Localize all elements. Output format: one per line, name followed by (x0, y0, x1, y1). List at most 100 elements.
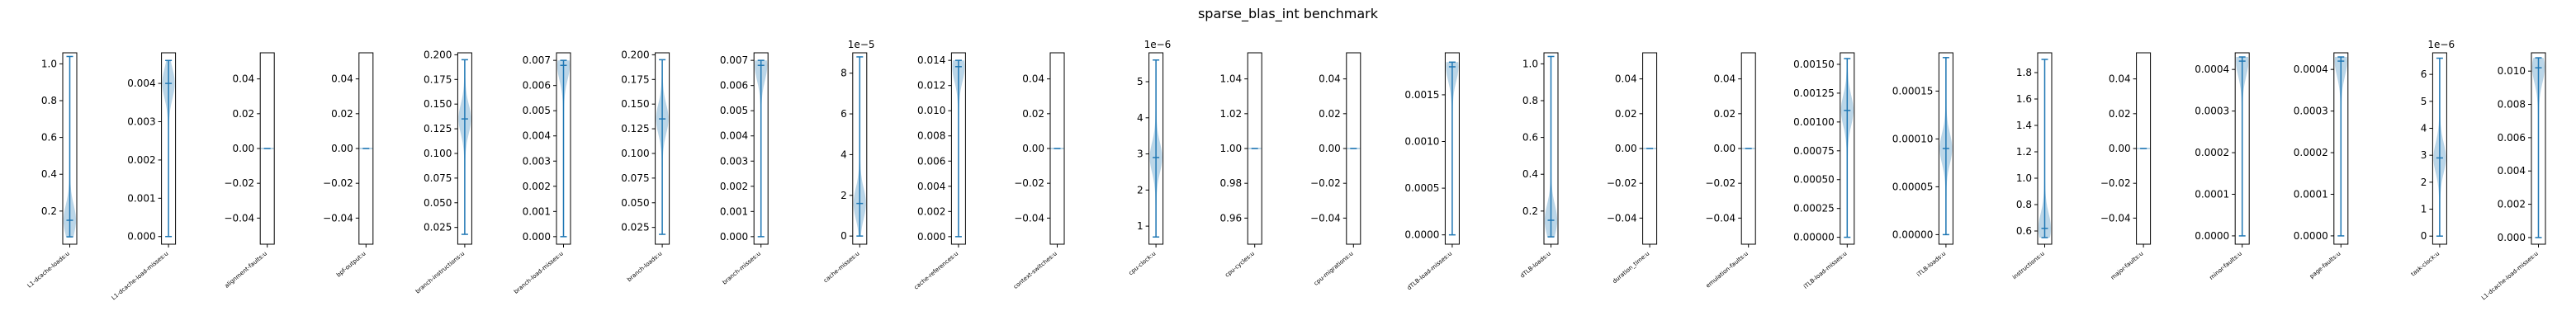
xtick-label: bpf-output:u (335, 250, 367, 278)
ytick-label: 0.001 (523, 205, 551, 217)
ytick-label: 5 (2421, 96, 2427, 107)
xtick-label: dTLB-loads:u (1519, 250, 1552, 279)
ytick-label: 0.04 (1319, 73, 1341, 85)
ytick-label: −0.02 (323, 177, 353, 189)
ytick-label: 1.4 (2016, 120, 2032, 131)
subplot-3: −0.04 −0.02 0.00 0.02 0.04 alignment-faults:u (224, 52, 275, 290)
ytick-label: 0.00100 (1793, 116, 1835, 128)
ytick-label: 0.075 (621, 172, 649, 184)
figure-title: sparse_blas_int benchmark (1198, 6, 1379, 22)
xtick-label: L1-dcache-loads:u (26, 250, 71, 289)
ytick-label: 0.0000 (2195, 230, 2229, 242)
ytick-label: 4 (2421, 122, 2427, 134)
subplot-25: 0 1 2 3 4 5 6 1e−6 task-clock:u (2410, 39, 2455, 278)
subplot-panels: 0.20.40.60.81.0L1-dcache-loads:u0.0000.0… (26, 39, 2546, 301)
ytick-label: −0.04 (1607, 212, 1637, 224)
ytick-label: 1.04 (1219, 73, 1242, 85)
ytick-label: −0.04 (1014, 212, 1044, 224)
ytick-label: 0.0000 (2294, 230, 2328, 242)
xtick-label: duration_time:u (1612, 250, 1651, 285)
subplot-15: 0.0000 0.0005 0.0010 0.0015 dTLB-load-misses… (1404, 52, 1460, 291)
xtick-label: branch-misses:u (722, 250, 762, 285)
ytick-label: 0.02 (1615, 108, 1637, 120)
ytick-label: 0.003 (523, 155, 551, 167)
ytick-label: 0.005 (720, 105, 748, 116)
ytick-label: 0.02 (331, 108, 353, 120)
ytick-label: 0.6 (2016, 225, 2032, 237)
ytick-label: −0.04 (1705, 212, 1735, 224)
ytick-label: 1.0 (1522, 58, 1538, 69)
xtick-label: cpu-migrations:u (1313, 250, 1355, 286)
ytick-label: 0.00125 (1793, 87, 1835, 99)
ytick-label: 0.004 (917, 181, 945, 192)
ytick-label: 0.0000 (1404, 229, 1439, 241)
ytick-label: 0.000 (523, 231, 551, 243)
ytick-label: 0.006 (2498, 132, 2526, 144)
ytick-label: 0.002 (127, 154, 155, 166)
ytick-label: 0.003 (720, 155, 748, 167)
ytick-label: 0.0010 (1404, 136, 1439, 148)
ytick-label: −0.02 (1014, 177, 1044, 189)
ytick-label: 6 (841, 108, 847, 120)
ytick-label: 0.002 (720, 181, 748, 192)
ytick-label: 3 (1137, 148, 1144, 160)
ytick-label: 0.04 (1022, 73, 1044, 85)
ytick-label: −0.02 (224, 177, 254, 189)
ytick-label: 8 (841, 68, 847, 79)
ytick-label: 0.04 (232, 73, 254, 85)
ytick-label: 0.100 (621, 148, 649, 159)
subplot-10: 0.000 0.002 0.004 0.006 0.008 0.010 0.012 0.014… (913, 52, 966, 291)
ytick-label: 0.005 (523, 105, 551, 116)
ytick-label: 0.001 (127, 192, 155, 204)
ytick-label: 0.012 (917, 80, 945, 92)
ytick-label: 2 (1137, 184, 1144, 196)
ytick-label: 0.007 (523, 54, 551, 66)
ytick-label: 0.00 (1615, 143, 1637, 154)
ytick-label: 3 (2421, 149, 2427, 161)
ytick-label: −0.04 (224, 212, 254, 224)
ytick-label: 1.6 (2016, 93, 2032, 105)
ytick-label: 0.00 (1713, 143, 1735, 154)
subplot-17: −0.04 −0.02 0.00 0.02 0.04 duration_time:u (1607, 52, 1658, 285)
ytick-label: 0.175 (424, 73, 452, 85)
ytick-label: 0.007 (720, 54, 748, 66)
ytick-label: 0.4 (1522, 168, 1538, 180)
ytick-label: 0 (2421, 230, 2427, 242)
ytick-label: 0.200 (621, 49, 649, 60)
ytick-label: −0.04 (1310, 212, 1341, 224)
ytick-label: 0.200 (424, 49, 452, 60)
ytick-label: 0.04 (331, 73, 353, 85)
ytick-label: 0.4 (41, 168, 57, 180)
xtick-label: branch-load-misses:u (513, 250, 565, 295)
ytick-label: 0.8 (1522, 95, 1538, 106)
ytick-label: 0.98 (1219, 177, 1242, 189)
axis-exponent: 1e−5 (848, 39, 875, 50)
ytick-label: 0.00025 (1793, 203, 1835, 214)
xtick-label: cache-references:u (913, 250, 960, 290)
xtick-label: page-faults:u (2308, 250, 2342, 280)
ytick-label: 0.0001 (2294, 188, 2328, 200)
xtick-label: task-clock:u (2410, 250, 2441, 277)
subplot-23: 0.0000 0.0001 0.0002 0.0003 0.0004 minor-faul… (2195, 52, 2250, 281)
subplot-20: 0.00000 0.00005 0.00010 0.00015 iTLB-loads:u (1892, 52, 1953, 278)
ytick-label: 0.150 (424, 98, 452, 110)
ytick-label: 0.002 (2498, 199, 2526, 210)
ytick-label: 0.8 (41, 95, 57, 106)
ytick-label: 0.006 (917, 155, 945, 167)
ytick-label: 0.000 (917, 231, 945, 243)
ytick-label: −0.04 (323, 212, 353, 224)
ytick-label: 0.100 (424, 148, 452, 159)
ytick-label: 0.00050 (1793, 174, 1835, 186)
ytick-label: 0.00150 (1793, 59, 1835, 70)
ytick-label: 0.003 (127, 116, 155, 128)
ytick-label: 0.0001 (2195, 188, 2229, 200)
xtick-label: context-switches:u (1012, 250, 1058, 290)
subplot-19: 0.00000 0.00025 0.00050 0.00075 0.00100 0.001… (1793, 52, 1855, 290)
ytick-label: 0.04 (2109, 73, 2131, 85)
axis-exponent: 1e−6 (1144, 39, 1172, 50)
ytick-label: 0.000 (2498, 232, 2526, 243)
ytick-label: 5 (1137, 76, 1144, 87)
ytick-label: 2 (841, 190, 847, 201)
subplot-6: 0.000 0.001 0.002 0.003 0.004 0.005 0.006 0.007… (513, 52, 571, 295)
ytick-label: 1.02 (1219, 108, 1242, 120)
